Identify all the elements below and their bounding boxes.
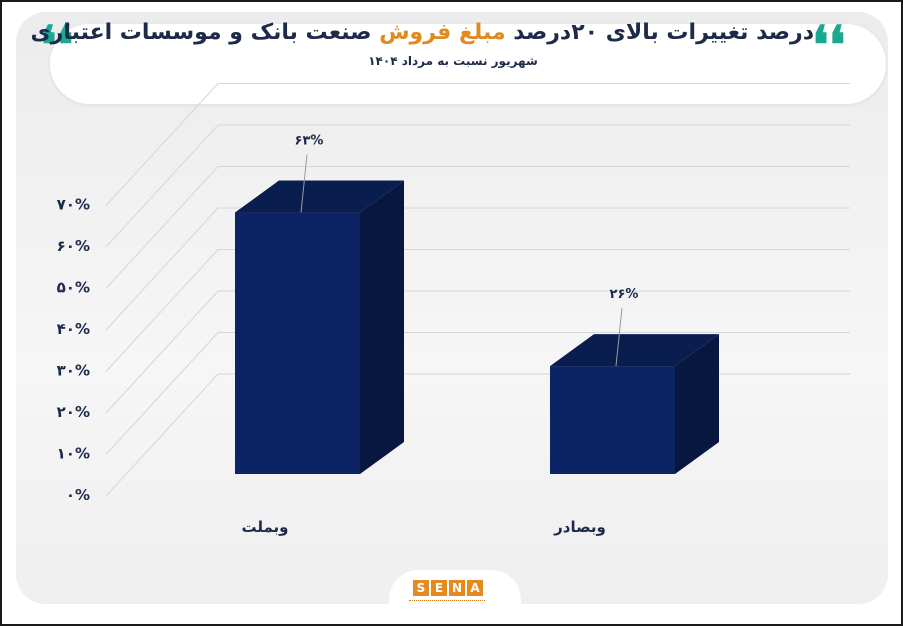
gridline-depth (105, 249, 219, 372)
y-tick-label: ۰% (66, 486, 90, 504)
y-tick-label: ۱۰% (57, 445, 90, 463)
gridline-depth (105, 83, 219, 206)
header-banner (50, 24, 886, 104)
bar-side (675, 334, 719, 474)
bar (550, 366, 675, 474)
logo-tab: S E N A (389, 570, 521, 622)
gridline-depth (105, 332, 219, 455)
sena-logo: S E N A (413, 580, 483, 596)
data-label-leader (300, 154, 308, 213)
quote-mark-right-icon: ❛❛ (812, 15, 846, 76)
bar-top (235, 180, 404, 213)
logo-letter: S (413, 580, 429, 596)
y-tick-label: ۴۰% (57, 320, 90, 338)
gridline-depth (105, 290, 219, 414)
title-part-2: صنعت بانک و موسسات اعتباری (30, 20, 372, 45)
infographic-panel (16, 12, 888, 604)
data-label-leader (615, 308, 623, 367)
bar (235, 212, 360, 475)
bar-top (550, 334, 719, 367)
logo-letter: A (467, 580, 483, 596)
gridline-depth (105, 207, 219, 331)
chart-title: درصد تغییرات بالای ۲۰درصد مبلغ فروش صنعت… (31, 20, 814, 45)
y-tick-label: ۷۰% (57, 196, 90, 214)
x-tick-label: وبملت (241, 518, 288, 536)
chart-subtitle: شهریور نسبت به مرداد ۱۴۰۴ (368, 54, 538, 68)
logo-tagline (409, 600, 485, 605)
y-tick-label: ۶۰% (57, 237, 90, 255)
bar-side (360, 180, 404, 475)
data-label: ۶۳% (295, 134, 324, 149)
data-label: ۲۶% (610, 287, 639, 302)
title-highlight: مبلغ فروش (379, 20, 506, 45)
gridline-depth (105, 373, 219, 497)
title-part-1: درصد تغییرات بالای ۲۰درصد (513, 20, 814, 45)
quote-mark-left-icon: ❛❛ (40, 15, 74, 76)
gridline-depth (105, 124, 219, 248)
y-tick-label: ۵۰% (57, 279, 90, 297)
gridline-depth (105, 166, 219, 289)
logo-letter: E (431, 580, 447, 596)
x-tick-label: وبصادر (553, 518, 606, 536)
logo-letter: N (449, 580, 465, 596)
y-tick-label: ۲۰% (57, 403, 90, 421)
y-tick-label: ۳۰% (57, 362, 90, 380)
